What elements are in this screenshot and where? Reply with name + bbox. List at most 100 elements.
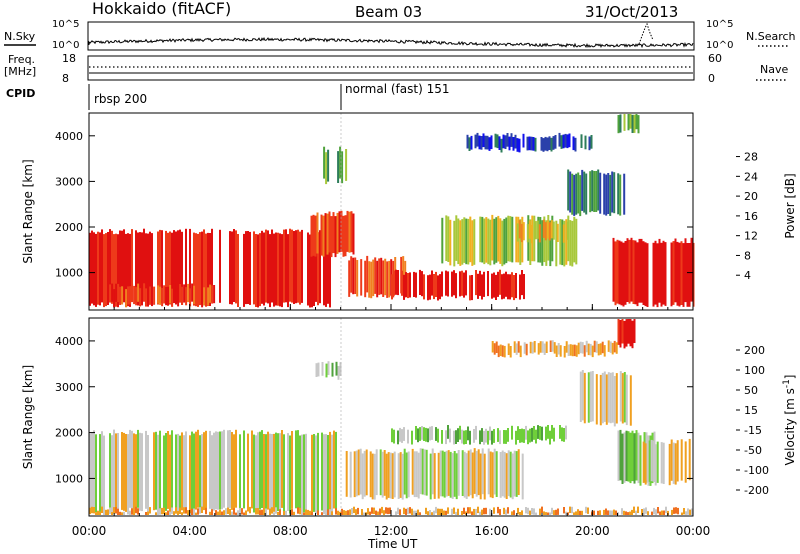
power-cell <box>463 272 465 298</box>
vel-cell <box>399 452 402 498</box>
freq-panel-frame <box>87 55 695 81</box>
vel-cell <box>461 429 463 444</box>
vel-cell <box>479 430 481 445</box>
power-cell <box>310 215 313 257</box>
vel-cell <box>305 433 307 512</box>
power-cell <box>618 240 621 305</box>
vel-cell <box>575 345 578 357</box>
vel-cell <box>301 510 303 515</box>
power-cell <box>590 135 593 149</box>
vel-cell <box>391 453 394 499</box>
vel-cell <box>121 512 123 515</box>
vel-cell <box>491 341 494 353</box>
power-cell <box>660 242 663 307</box>
vel-cell <box>379 449 382 496</box>
vel-cell <box>241 508 243 515</box>
vel-cell <box>579 510 581 515</box>
power-cell <box>566 221 569 240</box>
vel-cell <box>501 345 504 357</box>
power-cell <box>315 228 317 302</box>
vel-cell <box>133 433 135 512</box>
vel-cell <box>299 435 301 514</box>
vel-cell <box>259 431 261 510</box>
power-cell <box>388 260 391 298</box>
vel-cell <box>545 341 548 353</box>
vel-cell <box>621 433 624 484</box>
vel-cell <box>629 432 632 484</box>
power-cell <box>530 225 533 244</box>
vel-cell <box>269 508 271 515</box>
vel-cell <box>431 426 433 440</box>
vel-cell <box>527 507 529 515</box>
vel-cell <box>333 430 335 509</box>
vel-cell <box>453 451 456 497</box>
vel-cell <box>541 506 543 513</box>
power-cell <box>203 287 206 306</box>
vel-cell <box>353 506 355 514</box>
vel-cell <box>129 510 131 515</box>
vel-cell <box>597 343 600 356</box>
vel-cell <box>235 512 237 515</box>
vel-cell <box>107 509 109 515</box>
power-cell <box>93 232 95 306</box>
vel-cell <box>287 433 289 511</box>
vel-cell <box>313 434 315 512</box>
vel-cell <box>441 450 444 497</box>
power-cell <box>235 230 237 304</box>
vel-cell <box>195 512 197 515</box>
power-cell <box>491 214 494 261</box>
vel-cell <box>491 452 494 499</box>
power-cell <box>470 135 473 150</box>
power-cell <box>672 241 675 305</box>
vel-cell <box>169 511 171 515</box>
vel-cell <box>675 507 677 514</box>
vel-cell <box>497 345 500 358</box>
power-cell <box>508 136 511 151</box>
vel-cell <box>609 510 611 515</box>
vel-cell <box>607 340 610 352</box>
power-cell <box>507 215 510 262</box>
vel-cell <box>455 430 457 444</box>
vel-cell <box>335 508 337 515</box>
power-cell <box>99 232 101 306</box>
vel-cell <box>485 428 487 443</box>
vel-cell <box>648 440 651 482</box>
power-cell <box>133 285 136 305</box>
power-cell <box>636 242 639 307</box>
vel-cell <box>263 434 265 512</box>
power-cell <box>518 220 521 239</box>
vel-cell <box>425 507 427 515</box>
power-cell <box>107 232 109 305</box>
vel-cell <box>595 341 598 353</box>
vel-cell <box>617 430 620 481</box>
power-cell <box>511 216 514 263</box>
vel-cell <box>397 507 399 515</box>
vel-cell <box>175 507 177 514</box>
vel-cell <box>531 342 534 354</box>
vel-cell <box>415 451 418 498</box>
power-cell <box>173 230 175 304</box>
vel-cell <box>684 441 687 483</box>
vel-cell <box>665 506 667 514</box>
power-cell <box>415 272 417 298</box>
power-cell <box>497 215 500 262</box>
power-cell <box>113 234 115 308</box>
power-cell <box>193 285 196 304</box>
vel-cell <box>657 507 659 514</box>
power-cell <box>607 173 610 214</box>
vel-cell <box>291 509 293 515</box>
power-cell <box>330 216 333 258</box>
vel-cell <box>609 341 612 353</box>
vel-cell <box>637 432 640 484</box>
vel-cell <box>589 371 592 422</box>
power-cell <box>115 233 117 307</box>
vel-cell <box>95 434 97 513</box>
vel-cell <box>605 508 607 515</box>
vel-cell <box>101 506 103 513</box>
vel-cell <box>517 426 519 440</box>
vel-cell <box>417 509 419 515</box>
power-cell <box>89 232 91 306</box>
nsearch-spike <box>638 22 654 45</box>
power-cell <box>513 275 515 301</box>
vel-ytick-label-3: 4000 <box>55 335 83 348</box>
